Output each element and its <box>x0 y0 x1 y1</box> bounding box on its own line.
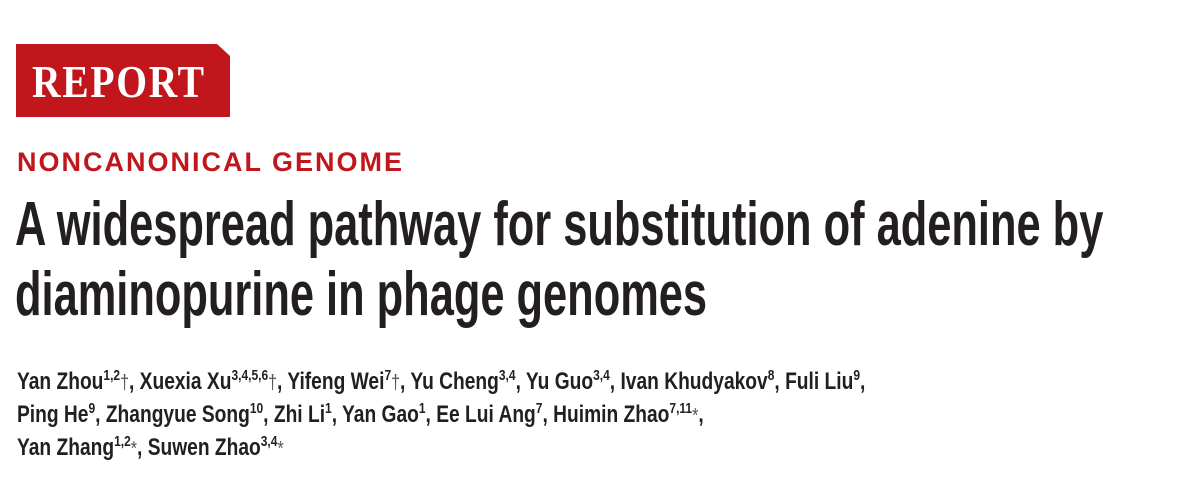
author[interactable]: Xuexia Xu3,4,5,6† <box>140 368 277 395</box>
author[interactable]: Ee Lui Ang7 <box>436 401 542 428</box>
report-banner: REPORT <box>16 44 230 117</box>
author-name: Ping He <box>17 401 89 428</box>
author-name: Yan Gao <box>342 401 419 428</box>
separator: , <box>331 401 343 428</box>
author-note-mark: † <box>268 372 278 394</box>
affiliation-superscript: 9 <box>88 400 96 417</box>
author[interactable]: Yu Cheng3,4 <box>410 368 515 395</box>
author[interactable]: Yan Zhou1,2† <box>17 368 129 395</box>
author-line: Ping He9, Zhangyue Song10, Zhi Li1, Yan … <box>17 399 865 432</box>
author[interactable]: Ivan Khudyakov8 <box>620 368 774 395</box>
author-note-mark: * <box>130 438 138 460</box>
affiliation-superscript: 3,4 <box>260 433 278 450</box>
affiliation-superscript: 3,4,5,6 <box>231 367 269 384</box>
title-line-1: A widespread pathway for substitution of… <box>15 190 1104 259</box>
affiliation-superscript: 1 <box>418 400 426 417</box>
author[interactable]: Yan Zhang1,2* <box>17 434 137 461</box>
author-name: Fuli Liu <box>785 368 854 395</box>
separator: , <box>774 368 786 395</box>
author-name: Yu Guo <box>525 368 594 395</box>
affiliation-superscript: 1,2 <box>114 433 131 450</box>
affiliation-superscript: 8 <box>767 367 775 384</box>
separator: , <box>400 368 411 395</box>
author-name: Zhangyue Song <box>105 401 250 428</box>
author-note-mark: * <box>277 438 284 460</box>
author-list: Yan Zhou1,2†, Xuexia Xu3,4,5,6†, Yifeng … <box>17 366 1077 465</box>
author[interactable]: Huimin Zhao7,11* <box>553 401 698 428</box>
author-name: Xuexia Xu <box>139 368 232 395</box>
author-name: Huimin Zhao <box>553 401 670 428</box>
affiliation-superscript: 1 <box>325 400 332 417</box>
separator: , <box>698 401 704 428</box>
author[interactable]: Ping He9 <box>17 401 95 428</box>
author-name: Suwen Zhao <box>147 434 261 461</box>
separator: , <box>609 368 621 395</box>
separator: , <box>425 401 437 428</box>
author-note-mark: † <box>391 372 401 394</box>
affiliation-superscript: 7 <box>384 367 392 384</box>
affiliation-superscript: 7 <box>535 400 543 417</box>
section-kicker: NONCANONICAL GENOME <box>17 147 405 177</box>
author-name: Ivan Khudyakov <box>620 368 768 395</box>
author-name: Yu Cheng <box>410 368 499 395</box>
author-line: Yan Zhang1,2*, Suwen Zhao3,4* <box>17 432 865 465</box>
affiliation-superscript: 3,4 <box>593 367 610 384</box>
author[interactable]: Zhangyue Song10 <box>106 401 263 428</box>
separator: , <box>263 401 274 428</box>
author[interactable]: Yifeng Wei7† <box>287 368 400 395</box>
separator: , <box>137 434 148 461</box>
affiliation-superscript: 10 <box>249 400 264 417</box>
author-note-mark: † <box>120 372 129 394</box>
author-line: Yan Zhou1,2†, Xuexia Xu3,4,5,6†, Yifeng … <box>17 366 865 399</box>
author-name: Yan Zhou <box>17 368 104 395</box>
author-name: Yifeng Wei <box>287 368 385 395</box>
affiliation-superscript: 3,4 <box>498 367 516 384</box>
author-name: Yan Zhang <box>17 434 115 461</box>
author[interactable]: Yan Gao1 <box>342 401 426 428</box>
separator: , <box>128 368 140 395</box>
affiliation-superscript: 1,2 <box>103 367 121 384</box>
separator: , <box>859 368 866 395</box>
separator: , <box>95 401 106 428</box>
affiliation-superscript: 9 <box>853 367 860 384</box>
author[interactable]: Suwen Zhao3,4* <box>148 434 284 461</box>
separator: , <box>542 401 554 428</box>
author-name: Zhi Li <box>273 401 326 428</box>
author[interactable]: Fuli Liu9 <box>785 368 860 395</box>
author-note-mark: * <box>692 405 699 427</box>
title-line-2: diaminopurine in phage genomes <box>15 260 708 329</box>
separator: , <box>277 368 288 395</box>
report-label: REPORT <box>32 56 206 107</box>
article-title: A widespread pathway for substitution of… <box>15 190 1199 330</box>
separator: , <box>515 368 526 395</box>
author[interactable]: Zhi Li1 <box>274 401 332 428</box>
author[interactable]: Yu Guo3,4 <box>526 368 610 395</box>
affiliation-superscript: 7,11 <box>669 400 693 417</box>
author-name: Ee Lui Ang <box>436 401 536 428</box>
